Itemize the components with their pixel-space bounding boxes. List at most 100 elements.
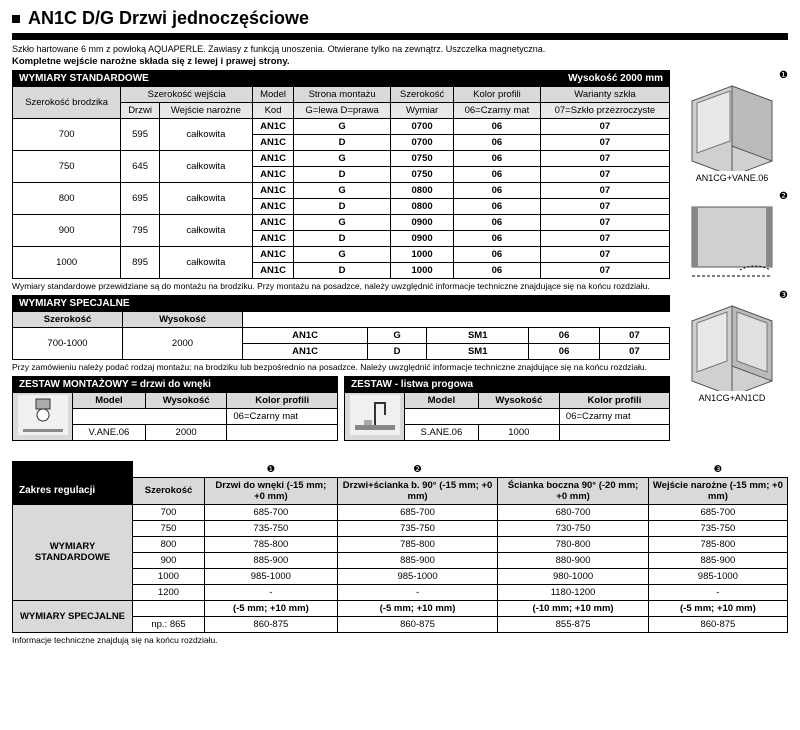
col-side-sub: G=lewa D=prawa — [294, 103, 391, 119]
table-cell: 07 — [540, 215, 669, 231]
table-cell: 1000 — [391, 247, 454, 263]
table-cell: 0750 — [391, 151, 454, 167]
diagrams-column: ❶ AN1CG+VANE.06 ❷ ❸ AN1CG+AN1CD — [676, 70, 788, 441]
kit1-color: 06=Czarny mat — [227, 409, 338, 425]
kit2-icon — [345, 393, 405, 441]
table-cell: 595 — [121, 119, 160, 151]
table-cell: 795 — [121, 215, 160, 247]
adj-spec-c4: (-5 mm; +10 mm) — [648, 600, 787, 616]
table-cell: 885-900 — [205, 552, 338, 568]
kit2-col-height: Wysokość — [478, 393, 559, 409]
diagram-3-num: ❸ — [779, 290, 788, 301]
table-cell: 880-900 — [498, 552, 648, 568]
col-glass: Warianty szkła — [540, 87, 669, 103]
table-cell: 885-900 — [648, 552, 787, 568]
table-cell: 07 — [540, 199, 669, 215]
adj-spec-label: WYMIARY SPECJALNE — [13, 600, 133, 632]
table-cell: AN1C — [253, 263, 294, 279]
col-profile: Kolor profili — [454, 87, 541, 103]
table-cell: 0900 — [391, 215, 454, 231]
std-header: WYMIARY STANDARDOWE — [13, 71, 253, 87]
diagram-1 — [676, 81, 788, 171]
table-cell: 0700 — [391, 135, 454, 151]
table-cell: G — [368, 328, 427, 344]
table-cell: 855-875 — [498, 616, 648, 632]
adj-bullet-4: ❸ — [648, 462, 787, 478]
table-cell: 735-750 — [337, 520, 498, 536]
table-cell: 685-700 — [337, 504, 498, 520]
table-cell: 900 — [13, 215, 121, 247]
diagram-1-label: AN1CG+VANE.06 — [676, 173, 788, 183]
table-cell: 685-700 — [205, 504, 338, 520]
table-cell: D — [294, 199, 391, 215]
table-cell: 860-875 — [205, 616, 338, 632]
table-cell: 1200 — [133, 584, 205, 600]
table-cell: 06 — [454, 247, 541, 263]
table-cell: G — [294, 183, 391, 199]
table-cell: 1180-1200 — [498, 584, 648, 600]
table-cell: 06 — [454, 215, 541, 231]
table-cell: 06 — [529, 344, 599, 360]
col-corner: Wejście narożne — [159, 103, 252, 119]
table-cell: 06 — [454, 183, 541, 199]
col-dim: Wymiar — [391, 103, 454, 119]
table-cell: AN1C — [253, 199, 294, 215]
table-cell: 06 — [454, 119, 541, 135]
table-cell: AN1C — [253, 231, 294, 247]
spec-header: WYMIARY SPECJALNE — [13, 296, 670, 312]
kit2-color: 06=Czarny mat — [559, 409, 669, 425]
description: Szkło hartowane 6 mm z powłoką AQUAPERLE… — [12, 44, 788, 54]
table-cell: AN1C — [243, 328, 368, 344]
table-cell: 785-800 — [337, 536, 498, 552]
table-cell: 700-1000 — [13, 328, 123, 360]
table-cell: 860-875 — [648, 616, 787, 632]
table-cell: AN1C — [253, 119, 294, 135]
title-rule — [12, 33, 788, 40]
diagram-3 — [676, 301, 788, 391]
table-cell: 980-1000 — [498, 568, 648, 584]
table-cell: 06 — [529, 328, 599, 344]
table-cell: 700 — [133, 504, 205, 520]
col-code: Kod — [253, 103, 294, 119]
table-cell: 685-700 — [648, 504, 787, 520]
col-side: Strona montażu — [294, 87, 391, 103]
spec-col-width: Szerokość — [13, 312, 123, 328]
adj-col-2: Drzwi+ścianka b. 90° (-15 mm; +0 mm) — [337, 477, 498, 504]
table-cell: 07 — [540, 135, 669, 151]
table-cell: 735-750 — [648, 520, 787, 536]
table-cell: G — [294, 151, 391, 167]
table-cell: 750 — [133, 520, 205, 536]
table-cell: całkowita — [159, 247, 252, 279]
table-cell: - — [648, 584, 787, 600]
table-cell: np.: 865 — [133, 616, 205, 632]
table-cell: 06 — [454, 151, 541, 167]
kit2-col-color: Kolor profili — [559, 393, 669, 409]
height-header: Wysokość 2000 mm — [253, 71, 670, 87]
kit2-model: S.ANE.06 — [405, 425, 479, 441]
adj-spec-c3: (-10 mm; +10 mm) — [498, 600, 648, 616]
adj-spec-c0 — [133, 600, 205, 616]
table-cell: 735-750 — [205, 520, 338, 536]
table-cell: 900 — [133, 552, 205, 568]
special-dimensions-table: WYMIARY SPECJALNE Szerokość Wysokość 700… — [12, 295, 670, 360]
table-cell: 985-1000 — [205, 568, 338, 584]
table-cell: 885-900 — [337, 552, 498, 568]
table-cell: 1000 — [133, 568, 205, 584]
kit2-col-model: Model — [405, 393, 479, 409]
mounting-kit-2-table: ZESTAW - listwa progowa Model Wysokość K… — [344, 376, 670, 441]
table-cell: 680-700 — [498, 504, 648, 520]
table-cell: 780-800 — [498, 536, 648, 552]
table-cell: 07 — [599, 328, 669, 344]
table-cell: D — [294, 167, 391, 183]
table-cell: AN1C — [253, 215, 294, 231]
table-cell: 785-800 — [648, 536, 787, 552]
table-cell: D — [294, 135, 391, 151]
table-cell: całkowita — [159, 183, 252, 215]
adj-bullet-3 — [498, 462, 648, 478]
table-cell: SM1 — [427, 328, 529, 344]
table-cell: - — [337, 584, 498, 600]
mounting-kit-1-table: ZESTAW MONTAŻOWY = drzwi do wnęki Model … — [12, 376, 338, 441]
col-entry: Szerokość wejścia — [121, 87, 253, 103]
table-cell: 1000 — [391, 263, 454, 279]
adj-spec-c1: (-5 mm; +10 mm) — [205, 600, 338, 616]
